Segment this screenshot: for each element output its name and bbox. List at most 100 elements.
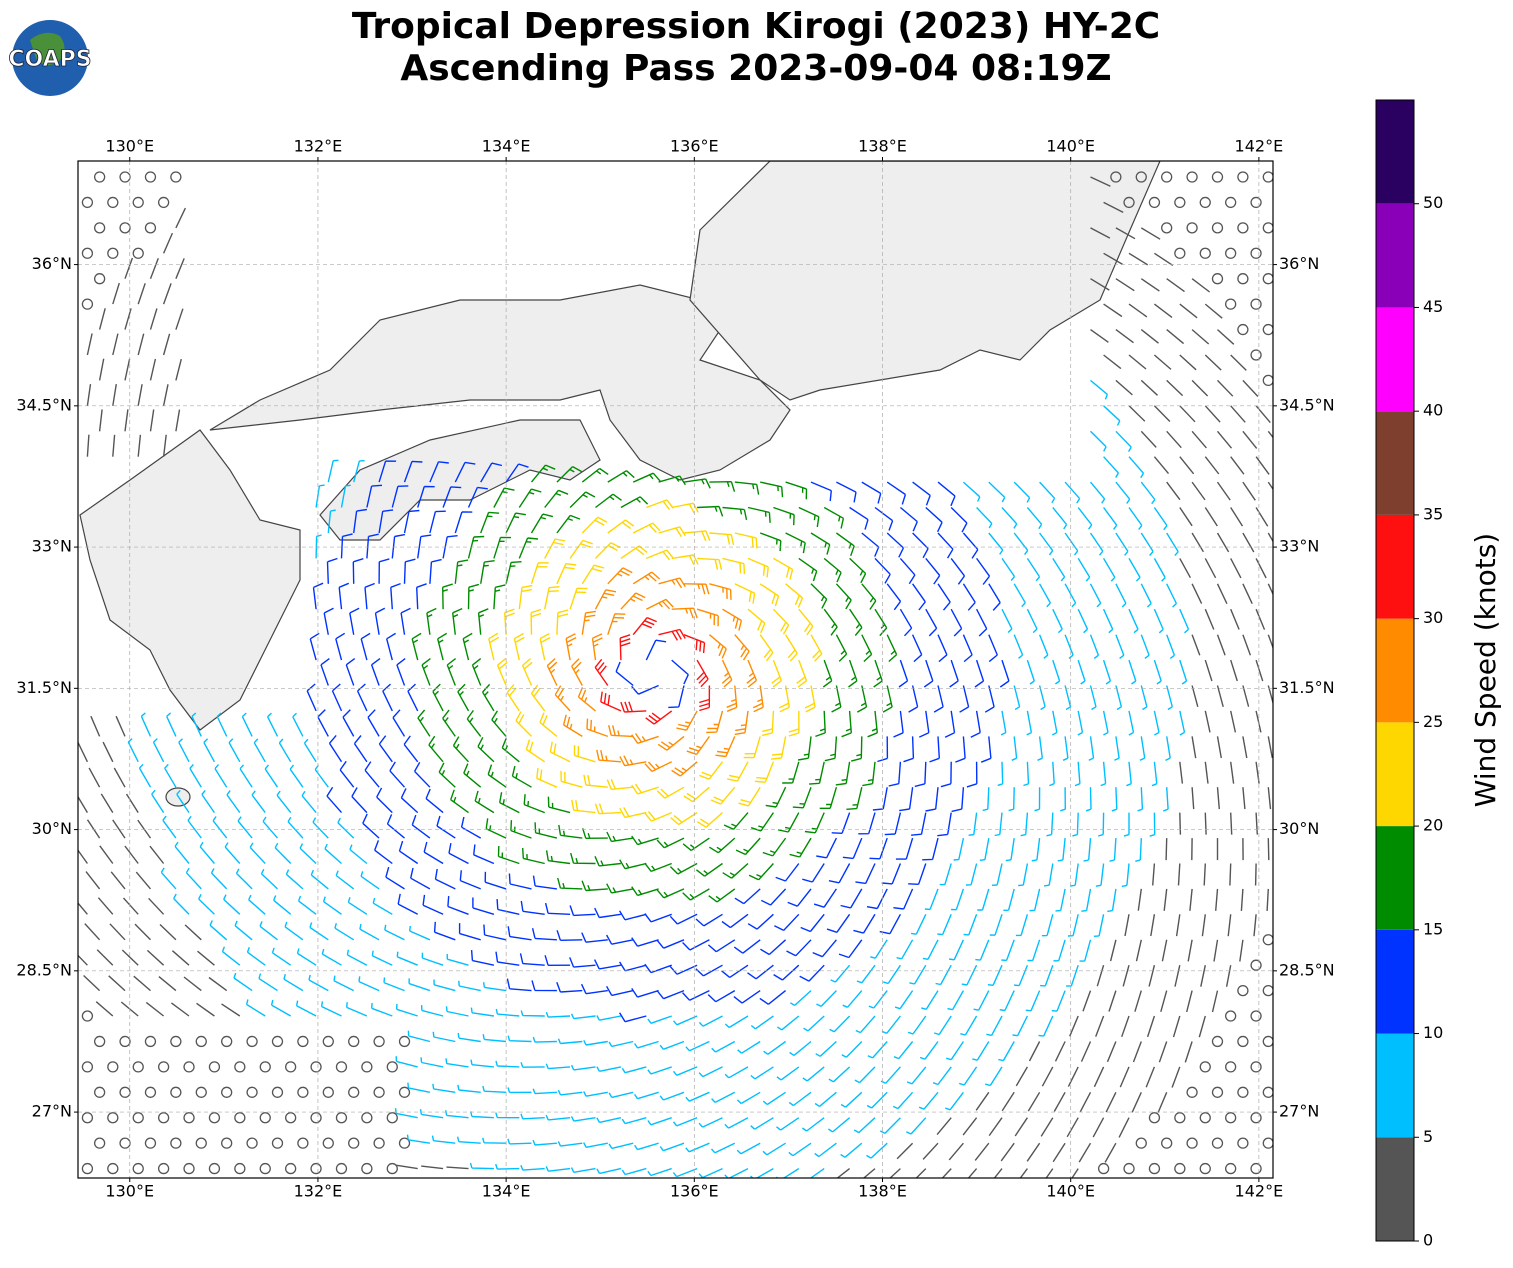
wind-barb [803,1067,824,1081]
wind-barb [786,635,798,662]
colorbar-tick-label: 20 [1423,816,1443,835]
wind-barb [873,787,887,810]
calm-marker [222,1138,232,1148]
wind-barb [748,609,765,633]
wind-barb [1123,965,1129,986]
wind-barb [521,1062,545,1067]
wind-barb [516,712,532,737]
wind-barb [1192,787,1194,809]
wind-barb [438,633,447,660]
wind-barb [938,533,953,558]
wind-barb [659,527,686,537]
colorbar-segment [1376,930,1414,1034]
wind-barb [237,869,253,889]
wind-barb [674,1118,698,1126]
wind-barb [925,889,938,910]
wind-barb [265,765,277,787]
wind-barb [1180,609,1189,633]
wind-barb [396,1165,418,1168]
wind-barb [595,960,621,969]
colorbar-tick-label: 45 [1423,297,1443,316]
colorbar-tick-label: 35 [1423,504,1443,523]
wind-barb [116,716,125,736]
wind-barb [761,889,785,905]
wind-barb [1040,635,1048,659]
wind-barb [696,864,722,877]
wind-barb [722,965,748,977]
wind-barb [1218,686,1224,707]
wind-barb [570,588,587,609]
wind-barb [460,870,480,889]
wind-barb [1014,686,1019,710]
wind-barb [716,736,735,756]
wind-barb [786,482,807,499]
wind-barb [789,1143,811,1156]
wind-barb [959,1067,976,1085]
wind-barb [1014,533,1027,555]
wind-barb [1096,1016,1104,1037]
wind-barb [802,1118,824,1131]
wind-barb [1132,1092,1141,1112]
wind-barb [1167,279,1185,292]
wind-barb [533,1037,557,1042]
wind-barb [843,991,862,1008]
calm-marker [159,1062,169,1072]
wind-barb [330,735,342,761]
wind-barb [494,488,515,507]
wind-barb [1268,787,1270,809]
wind-barb [164,334,170,355]
wind-barb [706,711,722,733]
wind-barb [816,838,836,858]
wind-barb [645,812,672,822]
wind-barb [1014,1169,1027,1187]
wind-barb [1192,635,1200,656]
wind-barb [365,584,375,610]
wind-barb [87,334,92,356]
wind-barb [386,867,405,889]
wind-barb [672,660,689,684]
calm-marker [1200,248,1210,258]
wind-barb [815,711,825,737]
wind-barb [176,258,184,278]
wind-barb [1112,787,1117,811]
wind-barb [883,965,900,983]
wind-barb [1180,660,1187,684]
wind-barb [836,762,850,785]
wind-barb [1192,736,1196,758]
wind-barb [488,765,506,788]
wind-barb [1125,914,1129,936]
wind-barb [699,762,722,779]
wind-barb [632,988,659,997]
wind-barb [309,975,328,991]
wind-barb [963,584,975,611]
wind-barb [161,868,176,889]
wind-barb [150,846,164,863]
wind-barb [1141,584,1151,607]
wind-barb [1129,355,1146,369]
wind-barb [922,838,938,860]
wind-barb [1104,558,1115,581]
wind-barb [608,520,634,533]
calm-marker [260,1062,270,1072]
wind-barb [1014,635,1022,659]
calm-marker [349,1138,359,1148]
wind-barb [459,981,481,991]
wind-barb [532,563,549,584]
wind-barb [449,843,469,863]
wind-barb [950,660,959,687]
wind-barb [1078,508,1092,530]
calm-marker [1149,1164,1159,1174]
calm-marker [1162,1138,1172,1148]
wind-barb [632,686,659,695]
x-tick-label: 138°E [858,137,907,156]
calm-marker [159,1113,169,1123]
wind-barb [454,737,469,762]
wind-barb [1116,584,1126,607]
wind-barb [1091,533,1103,555]
wind-barb [1231,558,1241,578]
calm-marker [184,1062,194,1072]
wind-barb [401,788,417,812]
wind-barb [570,957,596,967]
wind-barb [923,1143,938,1159]
wind-barb [607,884,634,893]
